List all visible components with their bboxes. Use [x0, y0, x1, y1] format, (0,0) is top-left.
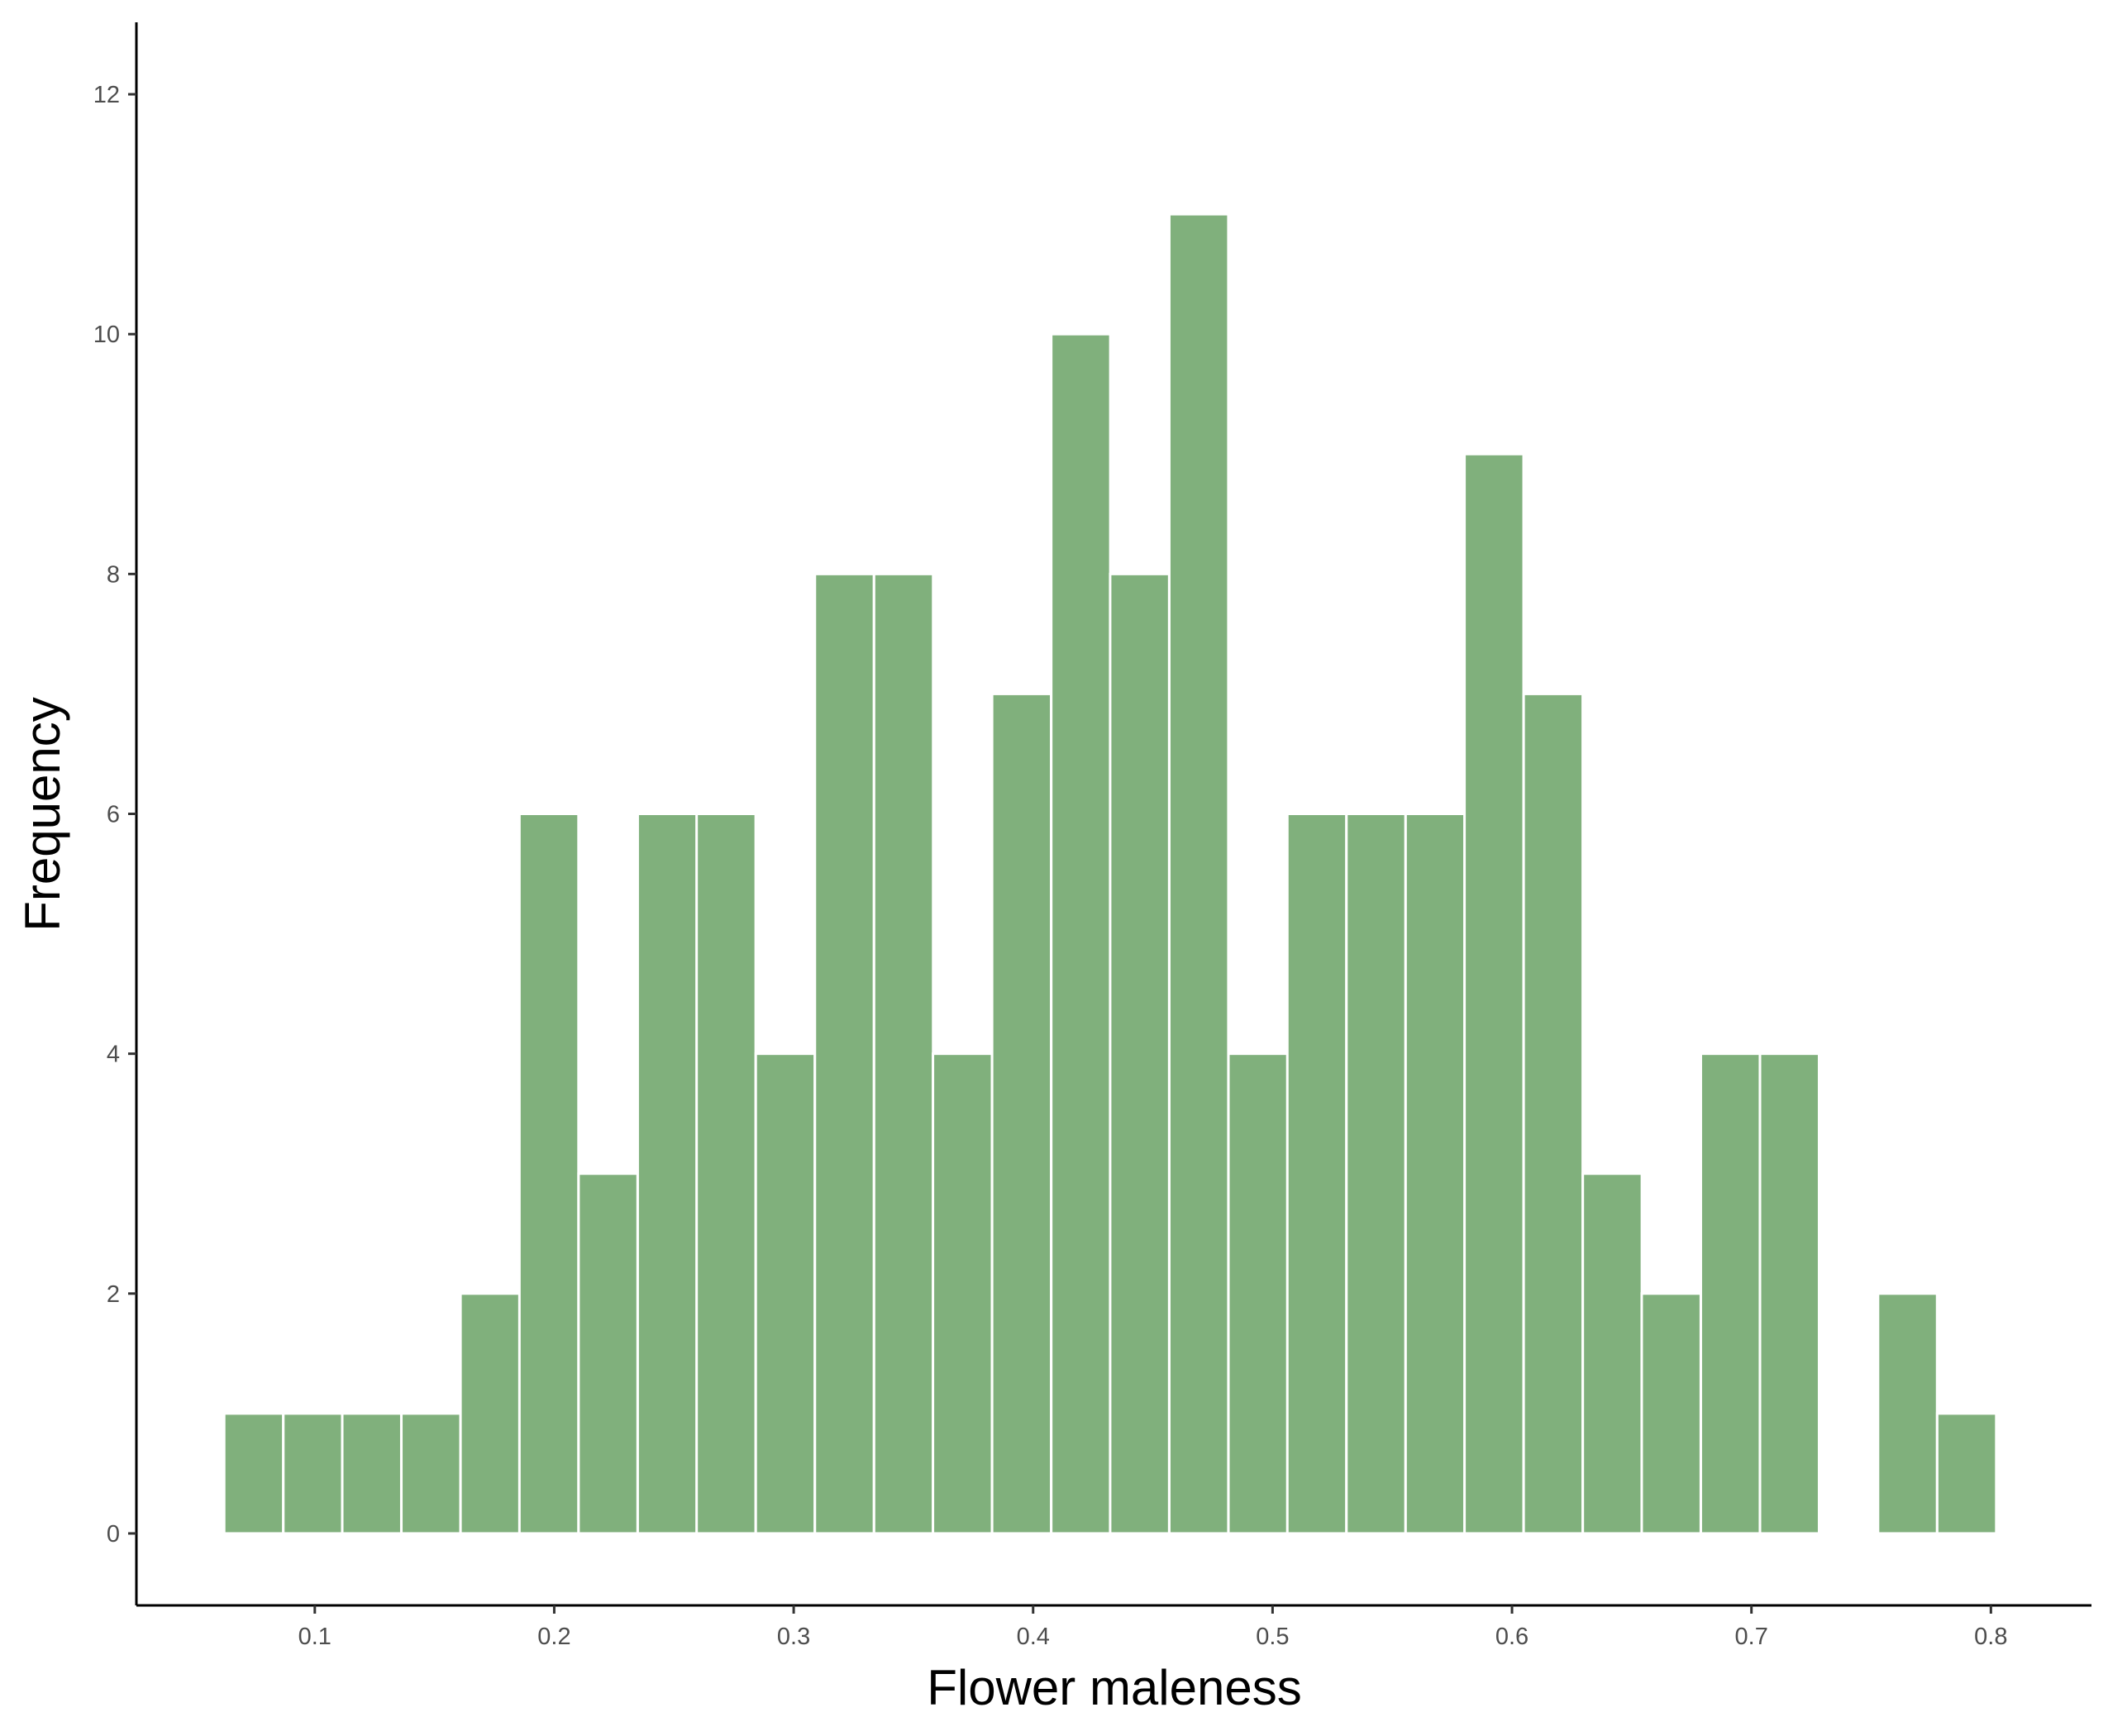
histogram-bar — [695, 813, 757, 1535]
y-axis-ticks: 0 2 4 6 8 10 12 — [93, 82, 136, 1548]
histogram-bar — [1935, 1412, 1998, 1535]
x-tick-label: 0.4 — [1017, 1624, 1050, 1650]
x-axis-ticks: 0.1 0.2 0.3 0.4 0.5 0.6 0.7 0.8 — [298, 1605, 2008, 1650]
histogram-bar — [1285, 813, 1348, 1535]
x-tick-label: 0.2 — [537, 1624, 570, 1650]
x-tick-label: 0.8 — [1974, 1624, 2007, 1650]
histogram-bar — [1050, 332, 1112, 1535]
histogram-bar — [1877, 1292, 1939, 1535]
x-tick-label: 0.1 — [298, 1624, 331, 1650]
histogram-bar — [1581, 1172, 1643, 1535]
histogram-bar — [222, 1412, 285, 1535]
histogram-bar — [1404, 813, 1467, 1535]
histogram-bar — [990, 692, 1053, 1535]
histogram-bar — [1522, 692, 1585, 1535]
histogram-bar — [341, 1412, 403, 1535]
histogram-bar — [459, 1292, 522, 1535]
y-tick-label: 0 — [107, 1521, 120, 1548]
y-tick-label: 6 — [107, 802, 120, 828]
x-tick-label: 0.7 — [1735, 1624, 1768, 1650]
histogram-bar — [872, 572, 935, 1535]
histogram-bar — [813, 572, 875, 1535]
histogram-bar — [577, 1172, 639, 1535]
histogram-bar — [1227, 1052, 1289, 1535]
y-tick-label: 12 — [93, 82, 120, 108]
x-tick-label: 0.6 — [1495, 1624, 1529, 1650]
y-tick-label: 10 — [93, 322, 120, 348]
histogram-bar — [1167, 212, 1230, 1535]
histogram-bar — [1758, 1052, 1820, 1535]
y-tick-label: 8 — [107, 561, 120, 588]
y-tick-label: 2 — [107, 1281, 120, 1308]
y-tick-label: 4 — [107, 1042, 120, 1068]
histogram-bar — [1463, 452, 1525, 1535]
x-tick-label: 0.5 — [1256, 1624, 1289, 1650]
histogram-bar — [932, 1052, 994, 1535]
histogram-bar — [400, 1412, 462, 1535]
histogram-bar — [754, 1052, 817, 1535]
histogram-bar — [636, 813, 699, 1535]
histogram-bar — [1109, 572, 1171, 1535]
histogram-bar — [517, 813, 580, 1535]
histogram-bars — [222, 212, 1998, 1535]
histogram-bar — [1345, 813, 1407, 1535]
histogram-bar — [1640, 1292, 1702, 1535]
x-tick-label: 0.3 — [777, 1624, 810, 1650]
x-axis-title: Flower maleness — [927, 1660, 1302, 1715]
histogram-bar — [282, 1412, 344, 1535]
histogram-bar — [1699, 1052, 1762, 1535]
y-axis-title: Frequency — [15, 697, 70, 931]
